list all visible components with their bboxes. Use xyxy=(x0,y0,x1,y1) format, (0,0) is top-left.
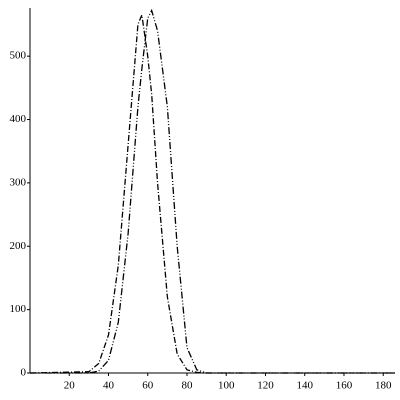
y-tick-label: 400 xyxy=(10,113,27,125)
x-tick-label: 100 xyxy=(218,380,235,392)
y-tick-label: 500 xyxy=(10,50,27,62)
x-tick-label: 40 xyxy=(103,380,115,392)
data-line xyxy=(29,12,395,374)
y-tick-label: 0 xyxy=(21,367,27,379)
y-tick-label: 200 xyxy=(10,240,27,252)
x-tick-label: 80 xyxy=(181,380,193,392)
x-tick-label: 140 xyxy=(296,380,313,392)
y-tick-label: 100 xyxy=(10,303,27,315)
y-tick-label: 300 xyxy=(10,176,27,188)
x-tick-label: 180 xyxy=(375,380,392,392)
data-line xyxy=(30,8,395,374)
x-tick-label: 60 xyxy=(142,380,154,392)
x-tick-label: 20 xyxy=(64,380,76,392)
x-tick-label: 160 xyxy=(336,380,353,392)
x-tick-label: 120 xyxy=(257,380,274,392)
